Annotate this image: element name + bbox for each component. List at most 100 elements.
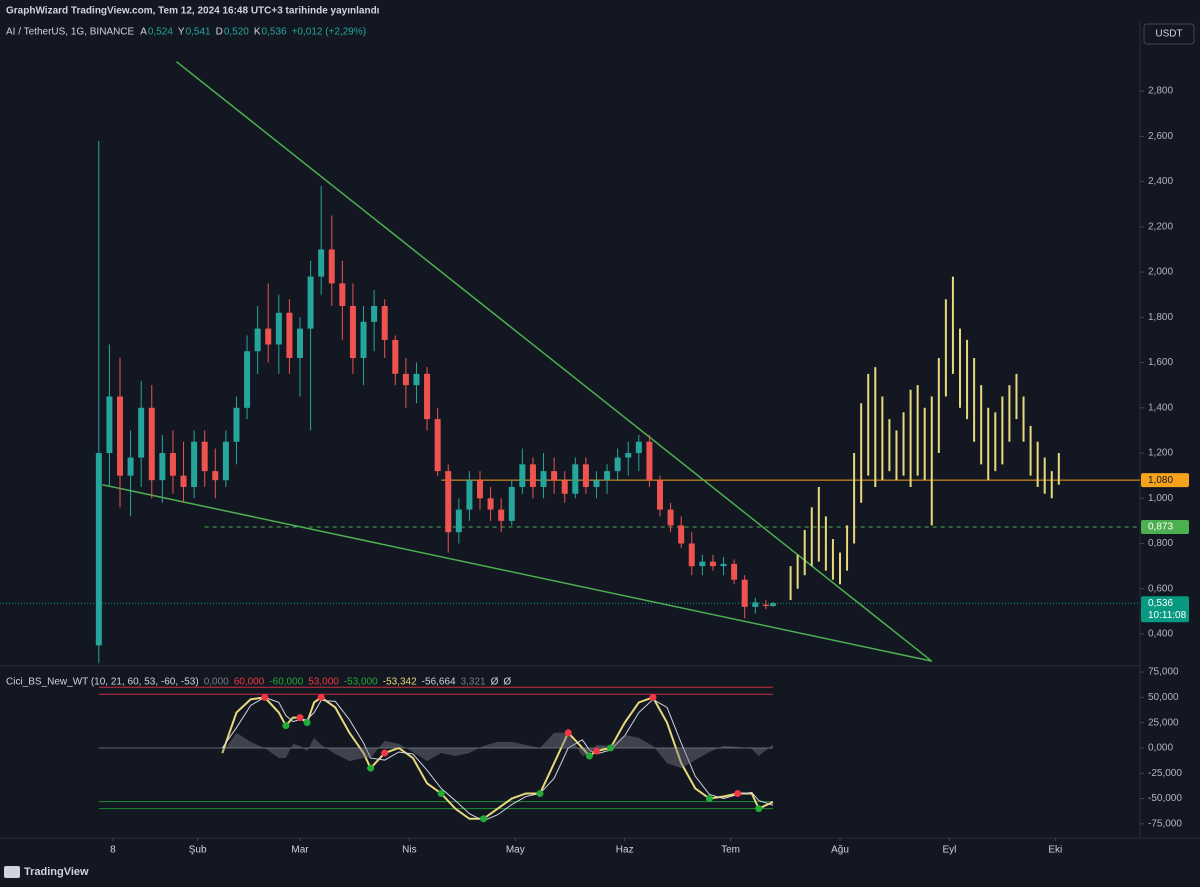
osc-signal [296,714,304,722]
candle-body [201,441,208,472]
brand-logo [4,866,20,878]
osc-level-label: 60,000 [234,677,265,688]
candle-body [551,471,558,481]
osc-tick-label: 75,000 [1148,667,1179,678]
osc-signal [755,805,763,813]
osc-level-label: -53,000 [344,677,378,688]
osc-extra: Ø [491,677,499,688]
candle-body [127,457,134,476]
candle-body [487,498,494,510]
price-tick-label: 1,200 [1148,448,1173,459]
candle-body [191,441,198,487]
osc-signal [536,789,544,797]
candle-body [413,373,420,386]
osc-signal [367,764,375,772]
candle-body [169,453,176,476]
candle-body [508,486,515,521]
candle-body [540,471,547,487]
candle-body [477,480,483,499]
candle-body [318,249,325,277]
currency[interactable]: USDT [1155,29,1182,40]
price-tick-label: 0,600 [1148,583,1173,594]
osc-tick-label: -75,000 [1148,818,1182,829]
osc-signal [381,749,389,757]
candle-body [138,407,145,458]
published-note: GraphWizard TradingView.com, Tem 12, 202… [6,6,380,17]
price-tag [1141,520,1189,535]
candle-body [117,396,123,476]
price-tick-label: 2,400 [1148,176,1173,187]
candle-body [762,604,769,606]
candle-body [709,561,716,567]
osc-signal [585,752,593,760]
time-tick-label: May [506,845,525,856]
osc-extra: Ø [503,677,511,688]
osc-tick-label: 0,000 [1148,743,1173,754]
candle-body [699,561,706,567]
osc-tick-label: -50,000 [1148,793,1182,804]
osc-signal [734,789,742,797]
price-tick-label: 0,800 [1148,538,1173,549]
osc-signal [303,719,311,727]
price-tag-label: 0,536 [1148,598,1173,609]
candle-body [233,407,240,442]
candle-body [519,464,526,487]
price-tag-label: 0,873 [1148,522,1173,533]
candle-body [635,441,642,454]
trendline [176,61,933,662]
time-tick-label: 8 [110,845,116,856]
ohlc-value: 0,536 [262,27,287,38]
osc-signal [317,693,325,701]
price-tick-label: 0,400 [1148,629,1173,640]
candle-body [498,509,505,521]
ohlc-value: 0,524 [148,27,173,38]
osc-last-value: -56,664 [422,677,456,688]
osc-tick-label: 25,000 [1148,717,1179,728]
candle-body [95,453,102,646]
candle-body [646,441,653,481]
candle-body [678,525,685,544]
price-tag [1141,473,1189,488]
price-tick-label: 2,800 [1148,86,1173,97]
candle-body [297,328,303,359]
candle-body [561,480,568,494]
ohlc-key: D [216,27,223,38]
candle-body [752,602,759,607]
candle-body [392,339,399,374]
candle-body [593,480,600,487]
price-tick-label: 1,800 [1148,312,1173,323]
candle-body [275,312,282,345]
candle-body [286,312,293,359]
brand: TradingView [24,866,89,878]
osc-signal [592,747,600,755]
candle-body [371,305,378,322]
price-tick-label: 1,600 [1148,357,1173,368]
candle-body [148,407,155,481]
price-tick-label: 1,000 [1148,493,1173,504]
candle-body [212,471,219,481]
osc-name: Cici_BS_New_WT (10, 21, 60, 53, -60, -53… [6,677,199,688]
candle-body [445,471,452,533]
osc-tick-label: -25,000 [1148,768,1182,779]
osc-level-label: 0,000 [204,677,229,688]
candle-body [529,464,536,487]
currency-box[interactable] [1143,23,1195,45]
time-tick-label: Şub [189,845,207,856]
time-tick-label: Haz [616,845,634,856]
candle-body [455,509,462,533]
osc-signal [282,722,290,730]
osc-tick-label: 50,000 [1148,692,1179,703]
time-tick-label: Eyl [942,845,956,856]
candle-body [265,328,272,345]
candle-body [307,276,314,329]
price-tick-label: 2,600 [1148,131,1173,142]
time-tick-label: Nis [402,845,416,856]
candle-body [604,471,611,481]
candle-body [402,373,409,386]
candle-body [572,464,579,494]
osc-level-label: 53,000 [308,677,339,688]
time-tick-label: Eki [1048,845,1062,856]
osc-histogram [222,732,773,769]
